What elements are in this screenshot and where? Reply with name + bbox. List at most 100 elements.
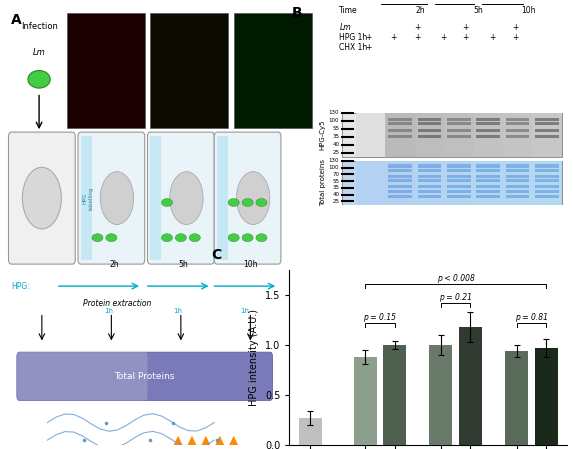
Text: 130: 130 — [329, 158, 339, 163]
Bar — [447, 122, 470, 125]
Text: Lm: Lm — [33, 48, 45, 57]
Bar — [356, 113, 386, 157]
FancyBboxPatch shape — [67, 13, 145, 128]
Text: HPG-Cy5: HPG-Cy5 — [320, 119, 325, 150]
Text: 40: 40 — [332, 142, 339, 147]
Bar — [383, 345, 406, 445]
FancyBboxPatch shape — [9, 132, 75, 264]
Text: Time: Time — [339, 6, 358, 16]
Bar — [477, 164, 500, 167]
Bar — [386, 113, 415, 157]
Ellipse shape — [175, 234, 186, 242]
Bar — [535, 118, 559, 121]
Bar — [535, 175, 559, 178]
Text: 25: 25 — [332, 150, 339, 155]
Bar — [535, 195, 559, 198]
Bar — [447, 185, 470, 188]
Bar — [532, 113, 562, 157]
Text: 2h: 2h — [415, 6, 425, 16]
Bar — [477, 122, 500, 125]
Bar — [477, 129, 500, 132]
Text: +: + — [414, 32, 421, 42]
Bar — [506, 175, 529, 178]
Bar — [418, 135, 441, 138]
Ellipse shape — [106, 234, 117, 242]
FancyBboxPatch shape — [234, 13, 312, 128]
Text: +: + — [513, 22, 519, 31]
Bar — [447, 175, 470, 178]
Text: +: + — [414, 22, 421, 31]
Text: C: C — [211, 247, 222, 262]
FancyBboxPatch shape — [150, 136, 162, 260]
Bar — [477, 195, 500, 198]
Bar — [447, 129, 470, 132]
Bar — [388, 179, 412, 182]
Text: +: + — [462, 32, 469, 42]
Ellipse shape — [228, 234, 240, 242]
Bar — [477, 118, 500, 121]
Text: +: + — [390, 32, 397, 42]
Ellipse shape — [189, 234, 201, 242]
Bar — [418, 185, 441, 188]
Polygon shape — [225, 436, 242, 449]
Text: 10h: 10h — [243, 260, 258, 269]
Text: HPG:: HPG: — [11, 282, 30, 291]
Text: +: + — [366, 32, 372, 42]
Bar — [418, 129, 441, 132]
Bar — [505, 351, 528, 445]
Bar — [532, 161, 562, 205]
Text: +: + — [513, 32, 519, 42]
Text: 40: 40 — [332, 192, 339, 197]
Bar — [418, 164, 441, 167]
Text: 25: 25 — [332, 199, 339, 204]
Bar — [506, 129, 529, 132]
Ellipse shape — [242, 198, 253, 207]
Bar — [506, 190, 529, 193]
Text: Total proteins: Total proteins — [320, 159, 325, 206]
Text: HPG 1h: HPG 1h — [339, 32, 367, 42]
Text: p = 0.21: p = 0.21 — [439, 293, 472, 302]
Bar — [459, 327, 482, 445]
Bar — [535, 122, 559, 125]
Bar — [477, 190, 500, 193]
FancyBboxPatch shape — [342, 113, 562, 157]
Bar — [506, 164, 529, 167]
Text: B: B — [292, 6, 303, 21]
Text: 1h: 1h — [104, 308, 113, 314]
Bar — [444, 113, 473, 157]
FancyBboxPatch shape — [342, 161, 562, 205]
Bar — [477, 179, 500, 182]
Bar — [535, 179, 559, 182]
Bar — [535, 129, 559, 132]
Text: 1h: 1h — [174, 308, 183, 314]
FancyBboxPatch shape — [214, 132, 281, 264]
Bar — [503, 113, 532, 157]
Bar — [418, 195, 441, 198]
Text: 10h: 10h — [521, 6, 536, 16]
FancyBboxPatch shape — [81, 136, 92, 260]
Bar — [506, 179, 529, 182]
Bar — [447, 190, 470, 193]
Bar — [477, 135, 500, 138]
Bar — [535, 348, 558, 445]
Bar — [506, 195, 529, 198]
Polygon shape — [198, 436, 214, 449]
Text: Infection: Infection — [21, 22, 57, 31]
Bar — [506, 185, 529, 188]
Text: 70: 70 — [332, 172, 339, 177]
Ellipse shape — [256, 198, 267, 207]
Bar — [444, 161, 473, 205]
Bar — [388, 164, 412, 167]
FancyBboxPatch shape — [17, 352, 273, 401]
Bar — [477, 175, 500, 178]
Bar — [418, 169, 441, 172]
Y-axis label: HPG intensity (A.U.): HPG intensity (A.U.) — [249, 309, 260, 406]
Text: p = 0.81: p = 0.81 — [515, 313, 548, 322]
Bar — [535, 190, 559, 193]
Text: +: + — [489, 32, 496, 42]
Bar — [386, 161, 415, 205]
Bar — [388, 135, 412, 138]
FancyBboxPatch shape — [17, 352, 147, 401]
Ellipse shape — [92, 234, 103, 242]
Bar — [418, 122, 441, 125]
